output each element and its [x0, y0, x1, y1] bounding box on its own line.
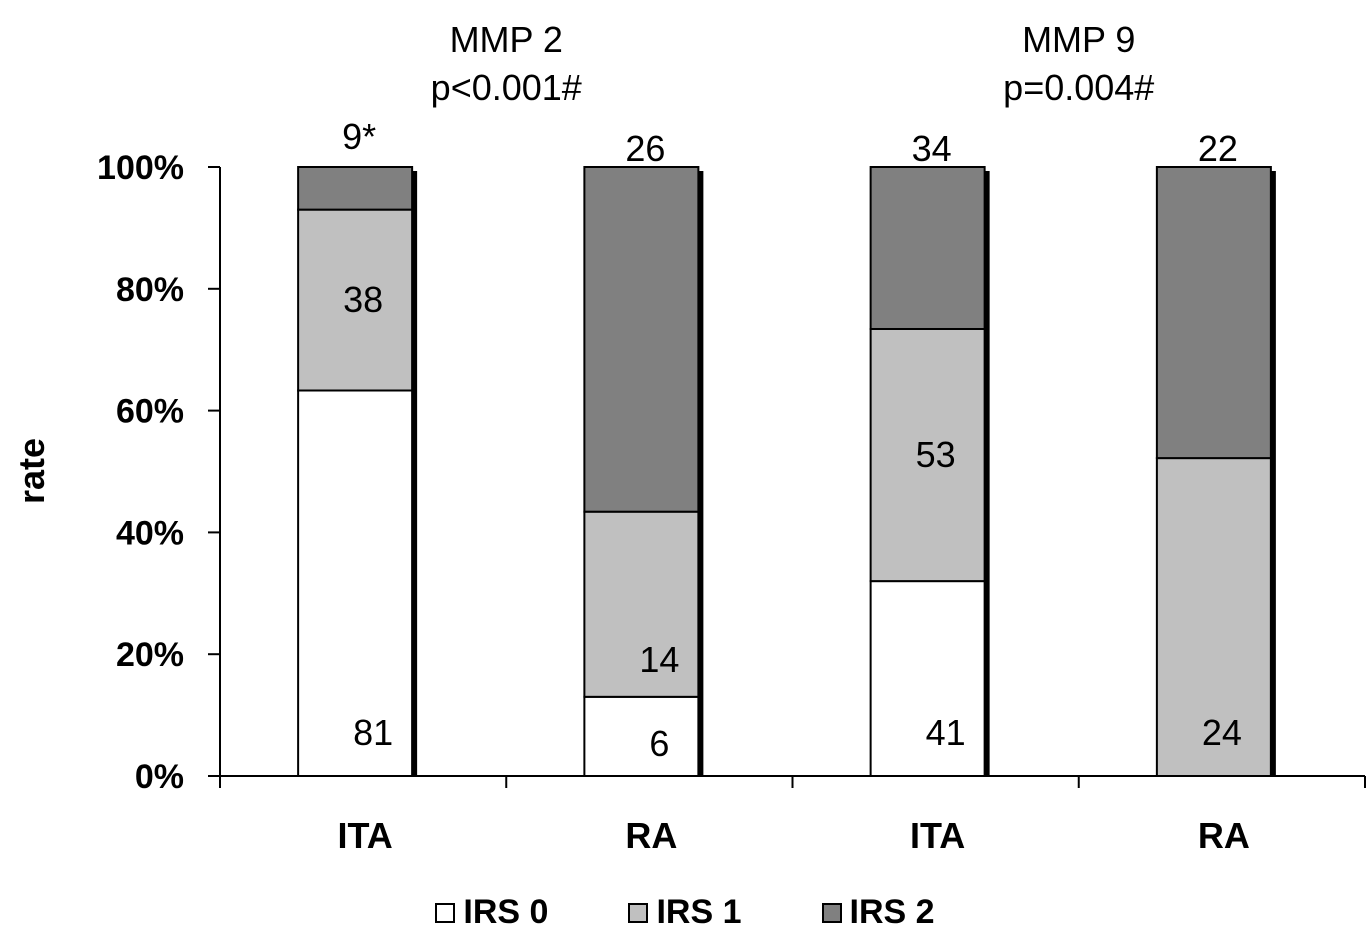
data-label-irs-2: 22 — [1198, 128, 1238, 169]
bar-segment-irs-2 — [583, 166, 700, 513]
data-label-irs-0: 41 — [926, 712, 966, 753]
legend-swatch-irs-0 — [435, 902, 456, 923]
bar-segment-irs-0 — [297, 389, 414, 777]
group-label: MMP 9 — [1022, 19, 1135, 60]
bar-segment-irs-0 — [869, 580, 986, 777]
bar-shadow — [698, 171, 704, 776]
y-axis-label: rate — [11, 438, 52, 504]
legend-swatch-irs-2 — [821, 902, 842, 923]
data-label-irs-1: 38 — [343, 279, 383, 320]
legend-swatch-irs-1 — [628, 902, 649, 923]
y-tick-label: 80% — [116, 271, 184, 309]
y-tick-label: 0% — [135, 758, 184, 796]
bar-segment-irs-1 — [869, 327, 986, 583]
bar-segment-irs-1 — [583, 510, 700, 698]
x-category-label: ITA — [337, 815, 392, 856]
x-category-label: ITA — [910, 815, 965, 856]
data-label-irs-1: 24 — [1202, 712, 1242, 753]
legend-label-irs-2: IRS 2 — [849, 893, 935, 931]
data-label-irs-1: 53 — [916, 434, 956, 475]
legend: IRS 0 IRS 1 IRS 2 — [0, 890, 1370, 935]
bar-segment-irs-1 — [1155, 457, 1272, 777]
data-label-irs-0: 6 — [649, 723, 669, 764]
bar-shadow — [412, 171, 418, 776]
x-category-label: RA — [1198, 815, 1250, 856]
bar-segment-irs-2 — [1155, 166, 1272, 460]
bar-shadow — [984, 171, 990, 776]
bar-segment-irs-0 — [583, 695, 700, 778]
y-tick-label: 40% — [116, 514, 184, 552]
stacked-bar-chart: 0% 20% 40% 60% 80% 100% rate 81 38 9* ITA 6 14 26 RA 41… — [11, 19, 1366, 856]
data-label-irs-0: 81 — [353, 712, 393, 753]
plot-area: 0% 20% 40% 60% 80% 100% rate 81 38 9* ITA 6 14 26 RA 41… — [11, 19, 1366, 856]
group-pvalue: p<0.001# — [431, 67, 582, 108]
legend-item-irs-0: IRS 0 — [435, 893, 548, 932]
data-label-irs-2: 26 — [625, 128, 665, 169]
y-tick-label: 60% — [116, 393, 184, 431]
data-label-irs-2: 34 — [912, 128, 952, 169]
legend-label-irs-0: IRS 0 — [463, 893, 549, 931]
x-category-label: RA — [625, 815, 677, 856]
data-label-irs-2: 9* — [342, 116, 376, 157]
group-pvalue: p=0.004# — [1003, 67, 1154, 108]
group-label: MMP 2 — [450, 19, 563, 60]
bar-segment-irs-1 — [297, 208, 414, 392]
legend-item-irs-1: IRS 1 — [628, 893, 742, 932]
y-tick-label: 20% — [116, 636, 184, 674]
bar-shadow — [1270, 171, 1276, 776]
legend-item-irs-2: IRS 2 — [821, 893, 935, 932]
data-label-irs-1: 14 — [639, 639, 679, 680]
bar-segment-irs-2 — [869, 166, 986, 330]
bar-segment-irs-2 — [297, 166, 414, 211]
legend-label-irs-1: IRS 1 — [656, 893, 742, 931]
y-tick-label: 100% — [97, 149, 184, 187]
